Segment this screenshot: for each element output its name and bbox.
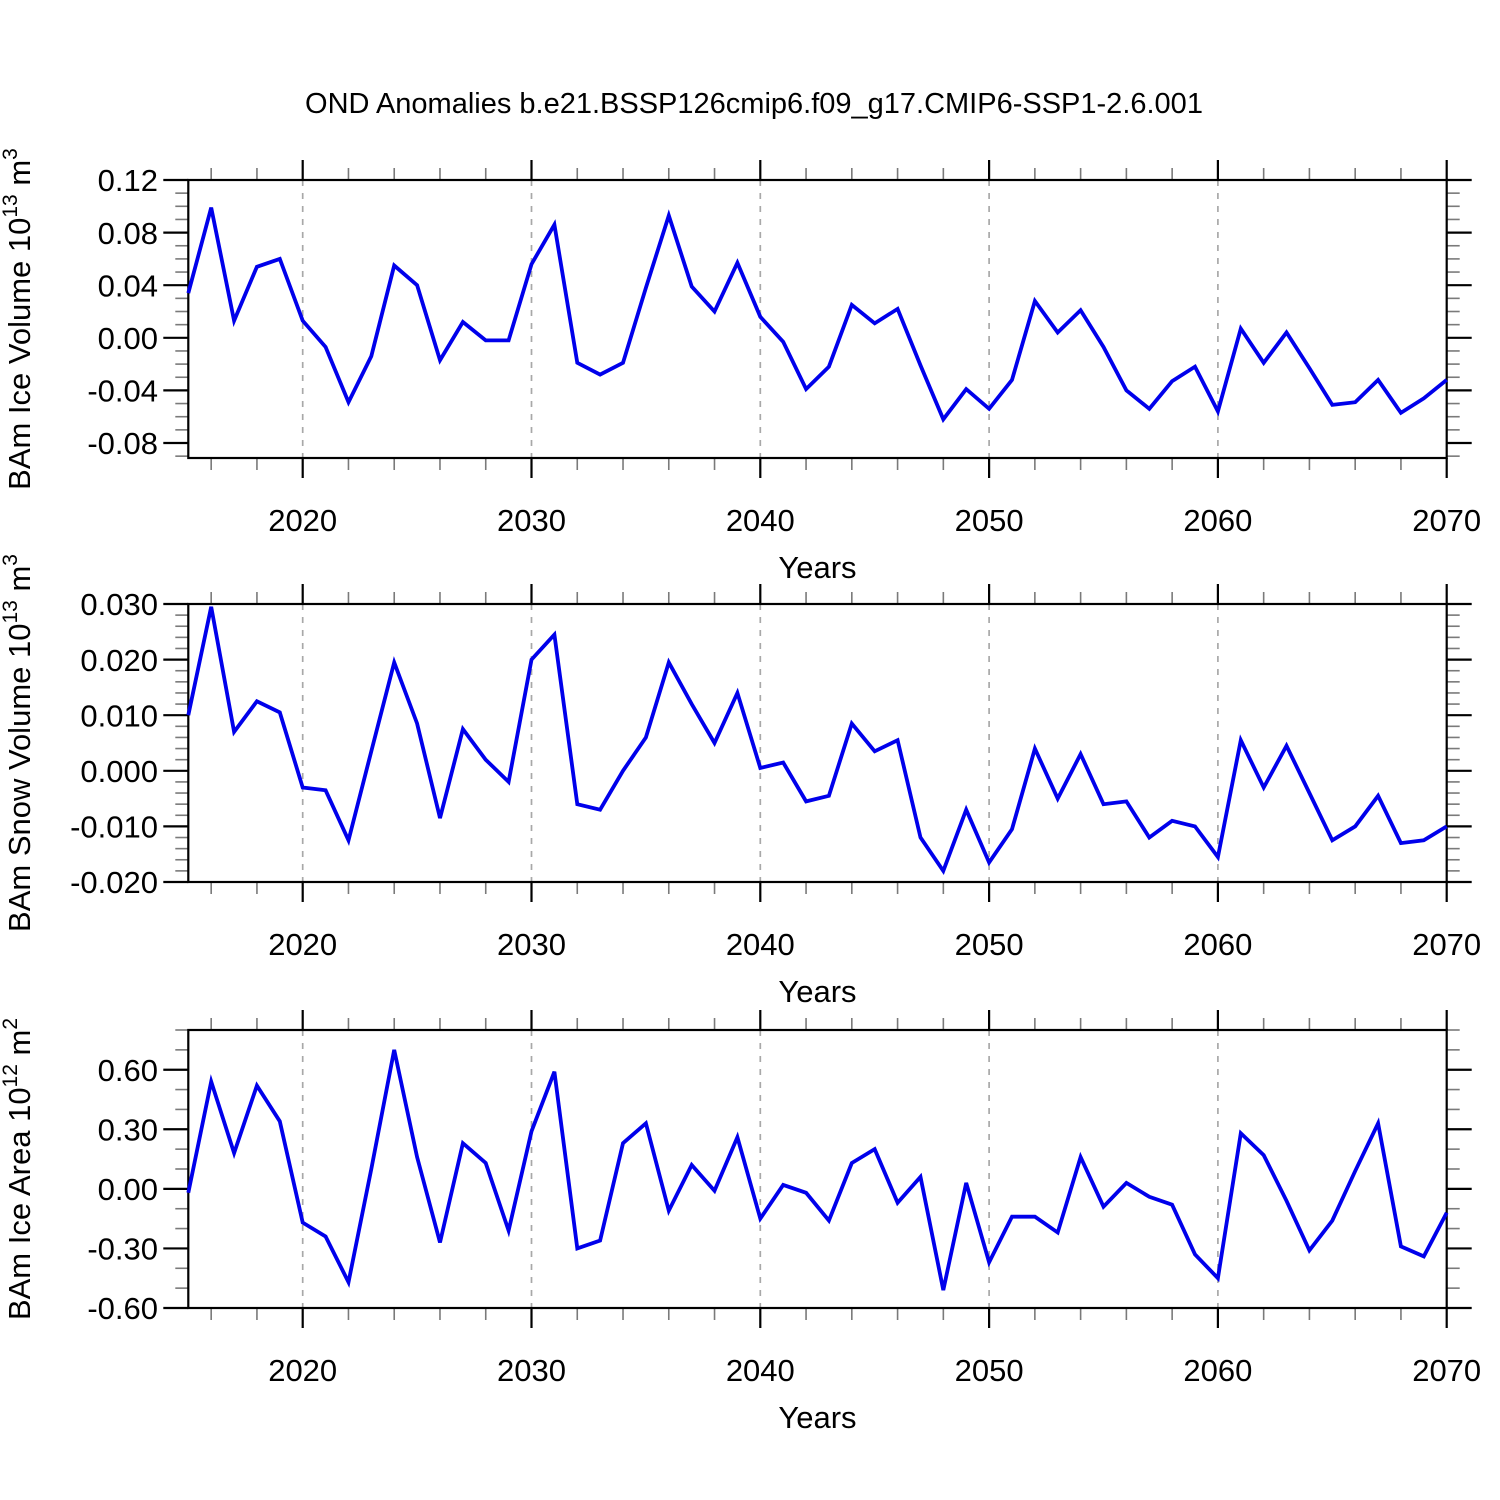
major-ticks xyxy=(163,1010,1472,1328)
x-tick-label: 2020 xyxy=(268,927,337,962)
minor-ticks xyxy=(175,592,1460,894)
x-tick-label: 2020 xyxy=(268,503,337,538)
x-axis-label: Years xyxy=(778,974,856,1009)
y-tick-label: 0.010 xyxy=(80,698,158,733)
x-tick-label: 2040 xyxy=(726,1353,795,1388)
x-tick-label: 2060 xyxy=(1183,927,1252,962)
gridlines xyxy=(301,1030,1219,1308)
x-tick-label: 2050 xyxy=(955,503,1024,538)
plot-frame xyxy=(187,1028,1448,1310)
bam-ice-volume-data-line xyxy=(186,207,1448,424)
y-tick-label: 0.12 xyxy=(98,163,158,198)
y-axis-label: BAm Ice Volume 1013 m3 xyxy=(0,148,37,490)
y-tick-label: 0.04 xyxy=(98,268,158,303)
panel-bam-ice-area: 2020 2030 2040 2050 2060 2070 0.60 0.30 0.00 -0.3… xyxy=(0,1010,1481,1435)
x-tick-label: 2040 xyxy=(726,503,795,538)
plot-frame xyxy=(187,178,1448,460)
x-tick-label: 2070 xyxy=(1412,927,1481,962)
x-tick-label: 2050 xyxy=(955,1353,1024,1388)
labels: 2020 2030 2040 2050 2060 2070 0.12 0.08 0.04 0.00… xyxy=(0,148,1481,585)
panel-bam-snow-volume: 2020 2030 2040 2050 2060 2070 0.030 0.020 0.010 0… xyxy=(0,554,1481,1009)
x-tick-label: 2060 xyxy=(1183,503,1252,538)
major-ticks xyxy=(163,584,1472,902)
y-axis-label: BAm Ice Area 1012 m2 xyxy=(0,1018,37,1320)
minor-ticks xyxy=(175,168,1460,470)
labels: 2020 2030 2040 2050 2060 2070 0.60 0.30 0.00 -0.3… xyxy=(0,1018,1481,1435)
y-tick-label: -0.04 xyxy=(87,374,158,409)
panel-bam-ice-volume: 2020 2030 2040 2050 2060 2070 0.12 0.08 0.04 0.00… xyxy=(0,148,1481,585)
y-tick-label: -0.30 xyxy=(87,1232,158,1267)
y-tick-label: 0.030 xyxy=(80,587,158,622)
chart-title: OND Anomalies b.e21.BSSP126cmip6.f09_g17… xyxy=(305,88,1203,120)
plot-frame xyxy=(187,602,1448,884)
y-tick-label: -0.60 xyxy=(87,1291,158,1326)
bam-snow-volume-data-line xyxy=(186,606,1448,875)
y-tick-label: 0.08 xyxy=(98,216,158,251)
x-tick-label: 2060 xyxy=(1183,1353,1252,1388)
y-tick-label: -0.010 xyxy=(70,810,158,845)
y-tick-label: 0.30 xyxy=(98,1112,158,1147)
minor-ticks xyxy=(175,1018,1460,1320)
y-tick-label: 0.020 xyxy=(80,643,158,678)
y-tick-label: 0.00 xyxy=(98,1172,158,1207)
y-axis-label: BAm Snow Volume 1013 m3 xyxy=(0,554,37,932)
bam-ice-area-data-line xyxy=(186,1049,1449,1291)
gridlines xyxy=(301,604,1219,882)
x-tick-label: 2050 xyxy=(955,927,1024,962)
y-tick-label: 0.000 xyxy=(80,754,158,789)
y-tick-label: -0.020 xyxy=(70,865,158,900)
x-tick-label: 2040 xyxy=(726,927,795,962)
x-tick-label: 2030 xyxy=(497,503,566,538)
labels: 2020 2030 2040 2050 2060 2070 0.030 0.020 0.010 0… xyxy=(0,554,1481,1009)
x-tick-label: 2070 xyxy=(1412,503,1481,538)
x-axis-label: Years xyxy=(778,550,856,585)
x-tick-label: 2020 xyxy=(268,1353,337,1388)
y-tick-label: 0.00 xyxy=(98,321,158,356)
x-axis-label: Years xyxy=(778,1400,856,1435)
y-tick-label: 0.60 xyxy=(98,1053,158,1088)
x-tick-label: 2030 xyxy=(497,927,566,962)
y-tick-label: -0.08 xyxy=(87,426,158,461)
x-tick-label: 2030 xyxy=(497,1353,566,1388)
major-ticks xyxy=(163,160,1472,478)
x-tick-label: 2070 xyxy=(1412,1353,1481,1388)
